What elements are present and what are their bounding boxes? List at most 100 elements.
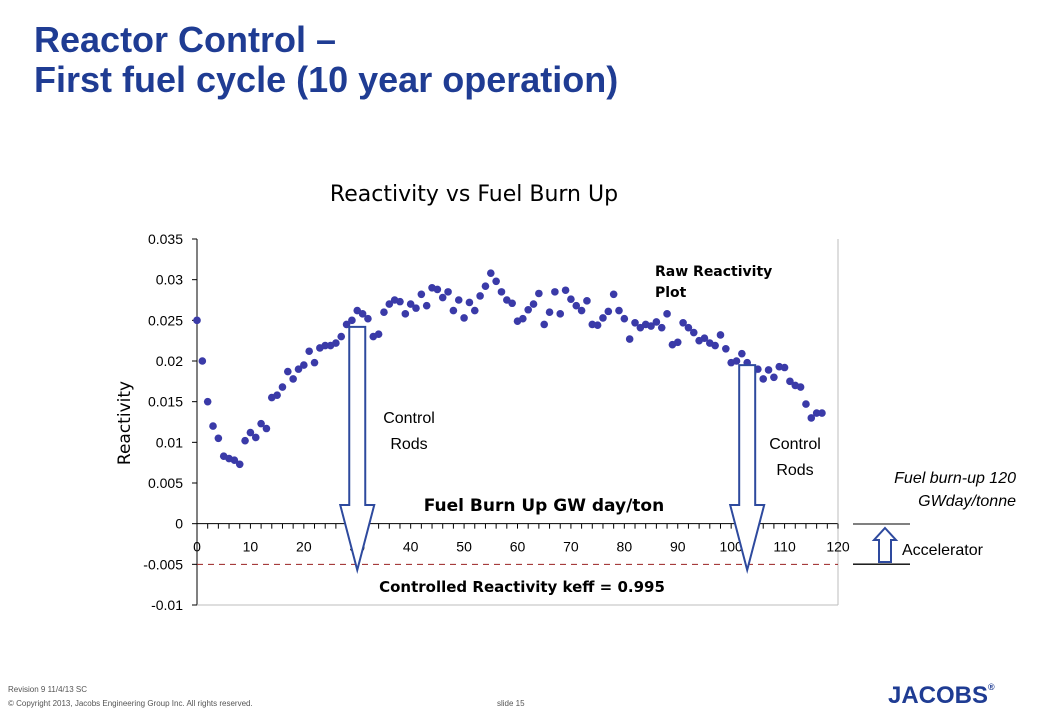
data-point xyxy=(251,433,260,442)
x-tick-label: 70 xyxy=(563,539,579,555)
data-point xyxy=(593,321,602,330)
data-point xyxy=(284,367,292,376)
x-axis-label: Fuel Burn Up GW day/ton xyxy=(424,496,664,516)
data-point xyxy=(337,332,346,341)
data-points xyxy=(193,269,826,469)
y-axis-label: Reactivity xyxy=(115,381,135,465)
accelerator-label: Accelerator xyxy=(902,542,984,559)
data-point xyxy=(524,305,532,314)
data-point xyxy=(604,307,613,316)
x-tick-label: 80 xyxy=(617,539,633,555)
footer-revision: Revision 9 11/4/13 SC xyxy=(8,685,88,694)
data-point xyxy=(556,310,565,318)
data-point xyxy=(193,316,201,325)
data-point xyxy=(385,300,394,308)
data-point xyxy=(497,288,506,296)
data-point xyxy=(609,290,618,299)
x-axis-ticks: 0102030405060708090100110120 xyxy=(193,523,850,555)
data-point xyxy=(572,301,581,310)
data-point xyxy=(807,414,816,422)
data-point xyxy=(700,334,709,343)
data-point xyxy=(519,314,527,323)
data-point xyxy=(422,301,431,310)
fuel-burnup-label-line2: GWday/tonne xyxy=(918,493,1016,510)
slide-title: Reactor Control – First fuel cycle (10 y… xyxy=(34,20,618,100)
y-tick-label: 0.03 xyxy=(156,272,183,288)
y-tick-label: 0.025 xyxy=(148,312,183,328)
x-tick-label: 20 xyxy=(296,539,312,555)
control-rods-label-2-line2: Rods xyxy=(776,462,813,479)
x-tick-label: 10 xyxy=(243,539,259,555)
data-point xyxy=(470,306,479,315)
data-point xyxy=(460,314,468,322)
data-point xyxy=(203,397,212,406)
data-point xyxy=(348,316,356,325)
data-point xyxy=(241,436,249,445)
control-rod-arrow-2-icon xyxy=(728,364,766,574)
data-point xyxy=(631,318,639,327)
data-point xyxy=(738,349,746,358)
logo-text: JACOBS xyxy=(888,682,989,709)
data-point xyxy=(722,345,730,353)
data-point xyxy=(246,428,255,437)
control-rods-label-1-line1: Control xyxy=(383,410,435,427)
x-tick-label: 120 xyxy=(826,539,850,555)
data-point xyxy=(551,288,559,296)
data-point xyxy=(300,361,308,369)
data-point xyxy=(476,292,484,300)
data-point xyxy=(540,320,549,329)
slide-title-line2: First fuel cycle (10 year operation) xyxy=(34,59,619,100)
data-point xyxy=(759,375,768,383)
data-point xyxy=(214,434,223,443)
data-point xyxy=(663,310,671,318)
data-point xyxy=(278,383,287,391)
data-point xyxy=(305,347,313,356)
data-point xyxy=(802,400,810,408)
y-axis-ticks: 0.035 0.03 0.025 0.02 0.015 0.01 0.005 0 -0.005 -… xyxy=(143,231,197,613)
x-tick-label: 0 xyxy=(193,539,201,555)
data-point xyxy=(433,285,442,294)
data-point xyxy=(198,357,207,365)
data-point xyxy=(786,377,794,386)
slide-title-line1: Reactor Control – xyxy=(34,19,337,60)
y-tick-label: -0.005 xyxy=(143,556,183,572)
data-point xyxy=(257,419,265,428)
data-point xyxy=(679,318,687,327)
data-point xyxy=(583,297,591,305)
accelerator-bracket xyxy=(853,523,910,565)
data-point xyxy=(454,296,463,304)
data-point xyxy=(764,366,773,374)
data-point xyxy=(465,298,474,307)
fuel-burnup-label-line1: Fuel burn-up 120 xyxy=(894,470,1016,487)
x-tick-label: 60 xyxy=(510,539,526,555)
data-point xyxy=(481,282,490,290)
x-tick-label: 90 xyxy=(670,539,686,555)
data-point xyxy=(684,323,693,332)
data-point xyxy=(486,269,495,277)
y-tick-label: -0.01 xyxy=(151,597,183,613)
data-point xyxy=(492,277,500,286)
data-point xyxy=(716,331,725,339)
data-point xyxy=(647,322,655,330)
data-point xyxy=(812,409,821,417)
y-tick-label: 0.035 xyxy=(148,231,183,247)
data-point xyxy=(535,289,543,298)
footer-slide-number: slide 15 xyxy=(497,699,525,708)
jacobs-logo: JACOBS® xyxy=(888,682,995,710)
data-point xyxy=(449,306,458,315)
data-point xyxy=(561,286,570,295)
data-point xyxy=(273,391,281,399)
data-point xyxy=(620,314,629,323)
data-point xyxy=(364,314,372,323)
y-tick-label: 0.005 xyxy=(148,475,183,491)
y-tick-label: 0.02 xyxy=(156,353,183,369)
data-point xyxy=(770,373,778,382)
y-tick-label: 0.015 xyxy=(148,394,183,410)
y-tick-label: 0 xyxy=(175,516,183,532)
data-point xyxy=(380,308,388,317)
x-tick-label: 100 xyxy=(719,539,743,555)
data-point xyxy=(711,341,719,350)
data-point xyxy=(294,365,303,373)
x-tick-label: 40 xyxy=(403,539,419,555)
x-tick-label: 110 xyxy=(773,539,796,555)
